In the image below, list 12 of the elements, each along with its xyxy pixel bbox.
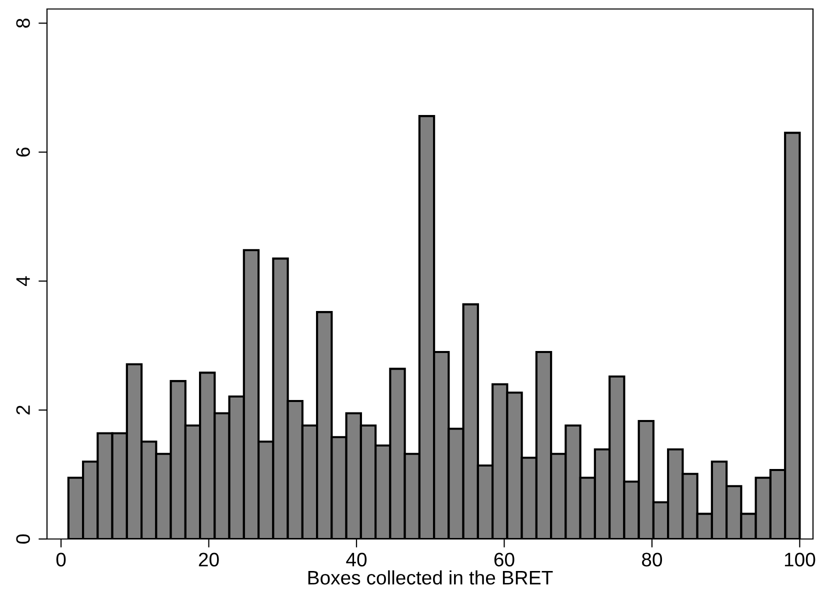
- x-tick-label: 40: [346, 552, 367, 566]
- x-axis-title: Boxes collected in the BRET: [308, 570, 553, 585]
- x-tick-label: 60: [494, 552, 514, 566]
- y-tick-label: 2: [16, 406, 30, 414]
- y-tick-label: 6: [16, 148, 30, 157]
- x-tick-label: 20: [198, 552, 219, 566]
- x-tick-label: 80: [642, 552, 662, 566]
- y-tick-label: 8: [16, 18, 30, 28]
- x-tick-label: 0: [56, 552, 66, 566]
- y-tick-label: 4: [16, 276, 30, 286]
- y-tick-label: 0: [16, 534, 30, 544]
- x-tick-label: 100: [784, 552, 816, 566]
